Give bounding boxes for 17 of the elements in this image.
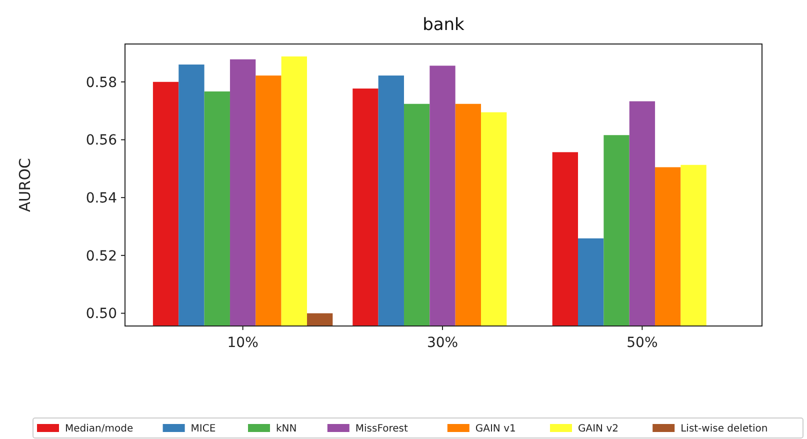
y-tick-label: 0.50	[86, 306, 117, 322]
y-tick-label: 0.56	[86, 132, 118, 149]
legend-label: GAIN v1	[475, 424, 516, 434]
y-axis-title: AUROC	[16, 158, 34, 212]
legend-label: List-wise deletion	[680, 424, 768, 434]
legend-label: MissForest	[355, 424, 408, 434]
legend-label: kNN	[276, 424, 297, 434]
chart-title: bank	[422, 15, 465, 35]
y-tick-label: 0.58	[86, 74, 117, 91]
legend-label: MICE	[190, 424, 216, 434]
x-tick-label: 10%	[227, 335, 258, 351]
x-tick-label: 50%	[626, 335, 658, 351]
y-tick-label: 0.54	[86, 190, 118, 206]
y-tick-label: 0.52	[86, 248, 117, 264]
x-tick-label: 30%	[426, 335, 458, 351]
legend-label: GAIN v2	[578, 424, 618, 434]
legend-label: Median/mode	[65, 424, 134, 434]
